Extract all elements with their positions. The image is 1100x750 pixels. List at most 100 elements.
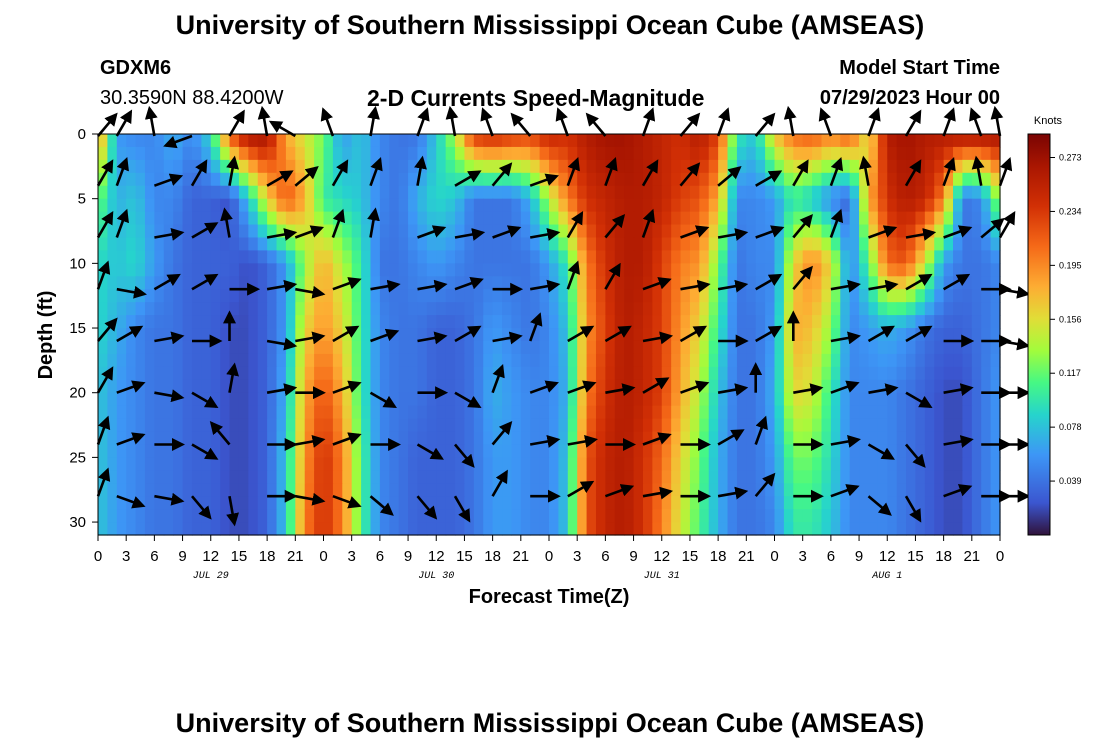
heatmap-cell bbox=[953, 250, 964, 264]
heatmap-cell bbox=[934, 198, 945, 213]
heatmap-cell bbox=[652, 470, 663, 484]
heatmap-cell bbox=[332, 431, 343, 446]
heatmap-cell bbox=[473, 237, 484, 252]
heatmap-cell bbox=[445, 340, 456, 355]
heatmap-cell bbox=[877, 431, 888, 446]
x-tick-label: 21 bbox=[512, 548, 529, 565]
heatmap-cell bbox=[408, 224, 419, 239]
heatmap-cell bbox=[671, 483, 682, 497]
heatmap-cell bbox=[783, 431, 794, 446]
heatmap-cell bbox=[220, 224, 231, 239]
heatmap-cell bbox=[793, 457, 804, 471]
heatmap-cell bbox=[191, 315, 202, 329]
heatmap-cell bbox=[736, 340, 747, 355]
heatmap-cell bbox=[135, 522, 146, 536]
heatmap-cell bbox=[144, 250, 155, 264]
heatmap-cell bbox=[511, 379, 522, 394]
heatmap-cell bbox=[567, 470, 578, 484]
heatmap-cell bbox=[633, 146, 644, 161]
heatmap-cell bbox=[718, 172, 729, 187]
heatmap-cell bbox=[689, 263, 700, 277]
current-vector-arrow bbox=[416, 443, 444, 460]
current-vector-arrow bbox=[641, 208, 656, 238]
current-vector-arrow bbox=[226, 362, 239, 393]
heatmap-cell bbox=[398, 457, 409, 471]
heatmap-cell bbox=[642, 315, 653, 329]
heatmap-cell bbox=[342, 522, 353, 536]
heatmap-cell bbox=[417, 237, 428, 252]
heatmap-cell bbox=[154, 522, 165, 536]
heatmap-cell bbox=[483, 198, 494, 213]
heatmap-cell bbox=[398, 211, 409, 226]
heatmap-cell bbox=[107, 302, 118, 316]
heatmap-cell bbox=[163, 353, 174, 368]
heatmap-cell bbox=[699, 431, 710, 446]
heatmap-cell bbox=[135, 366, 146, 381]
heatmap-cell bbox=[436, 159, 447, 174]
heatmap-cell bbox=[398, 146, 409, 161]
heatmap-cell bbox=[511, 159, 522, 174]
heatmap-cell bbox=[530, 496, 541, 510]
heatmap-cell bbox=[727, 457, 738, 471]
heatmap-cell bbox=[210, 263, 221, 277]
heatmap-cell bbox=[323, 302, 334, 316]
heatmap-cell bbox=[605, 302, 616, 316]
heatmap-cell bbox=[915, 431, 926, 446]
current-vector-arrow bbox=[680, 279, 711, 293]
heatmap-cell bbox=[567, 379, 578, 394]
heatmap-cell bbox=[727, 366, 738, 381]
heatmap-cell bbox=[539, 250, 550, 264]
heatmap-cell bbox=[793, 237, 804, 252]
heatmap-cell bbox=[248, 315, 259, 329]
heatmap-cell bbox=[126, 457, 137, 471]
heatmap-cell bbox=[567, 509, 578, 523]
heatmap-cell bbox=[614, 198, 625, 213]
current-vector-arrow bbox=[604, 262, 621, 290]
x-tick-label: 3 bbox=[348, 548, 356, 565]
heatmap-cell bbox=[990, 289, 1001, 303]
current-vector-arrow bbox=[332, 494, 362, 509]
heatmap-cell bbox=[144, 146, 155, 161]
heatmap-cell bbox=[765, 496, 776, 510]
heatmap-cell bbox=[943, 185, 954, 200]
heatmap-cell bbox=[549, 431, 559, 446]
current-vector-arrow bbox=[829, 156, 844, 187]
heatmap-cell bbox=[868, 146, 879, 161]
heatmap-cell bbox=[295, 146, 306, 161]
heatmap-cell bbox=[689, 444, 700, 458]
current-vector-arrow bbox=[295, 285, 326, 299]
heatmap-cell bbox=[126, 134, 137, 148]
heatmap-cell bbox=[229, 289, 240, 303]
heatmap-cell bbox=[887, 276, 898, 290]
heatmap-cell bbox=[586, 198, 597, 213]
heatmap-cell bbox=[595, 302, 606, 316]
heatmap-cell bbox=[699, 470, 710, 484]
current-vector-arrow bbox=[96, 467, 111, 497]
heatmap-cell bbox=[417, 366, 428, 381]
heatmap-cell bbox=[323, 496, 334, 510]
heatmap-cell bbox=[642, 237, 653, 252]
heatmap-cell bbox=[238, 366, 249, 381]
heatmap-cell bbox=[295, 198, 306, 213]
heatmap-cell bbox=[276, 302, 287, 316]
heatmap-cell bbox=[361, 405, 372, 420]
heatmap-cell bbox=[708, 146, 719, 161]
current-vector-arrow bbox=[331, 208, 346, 238]
heatmap-cell bbox=[126, 198, 137, 213]
heatmap-cell bbox=[821, 470, 832, 484]
heatmap-cell bbox=[191, 224, 202, 239]
current-vector-arrow bbox=[783, 105, 797, 137]
heatmap-cell bbox=[915, 237, 926, 252]
heatmap-cell bbox=[896, 340, 907, 355]
heatmap-cell bbox=[802, 405, 813, 420]
heatmap-cell bbox=[774, 418, 785, 433]
station-id: GDXM6 bbox=[100, 57, 172, 79]
heatmap-cell bbox=[285, 353, 296, 368]
heatmap-cell bbox=[718, 315, 729, 329]
heatmap-cell bbox=[746, 522, 757, 536]
heatmap-cell bbox=[154, 315, 165, 329]
heatmap-cell bbox=[502, 483, 513, 497]
heatmap-cell bbox=[661, 302, 672, 316]
heatmap-cell bbox=[135, 224, 146, 239]
heatmap-cell bbox=[370, 328, 381, 342]
